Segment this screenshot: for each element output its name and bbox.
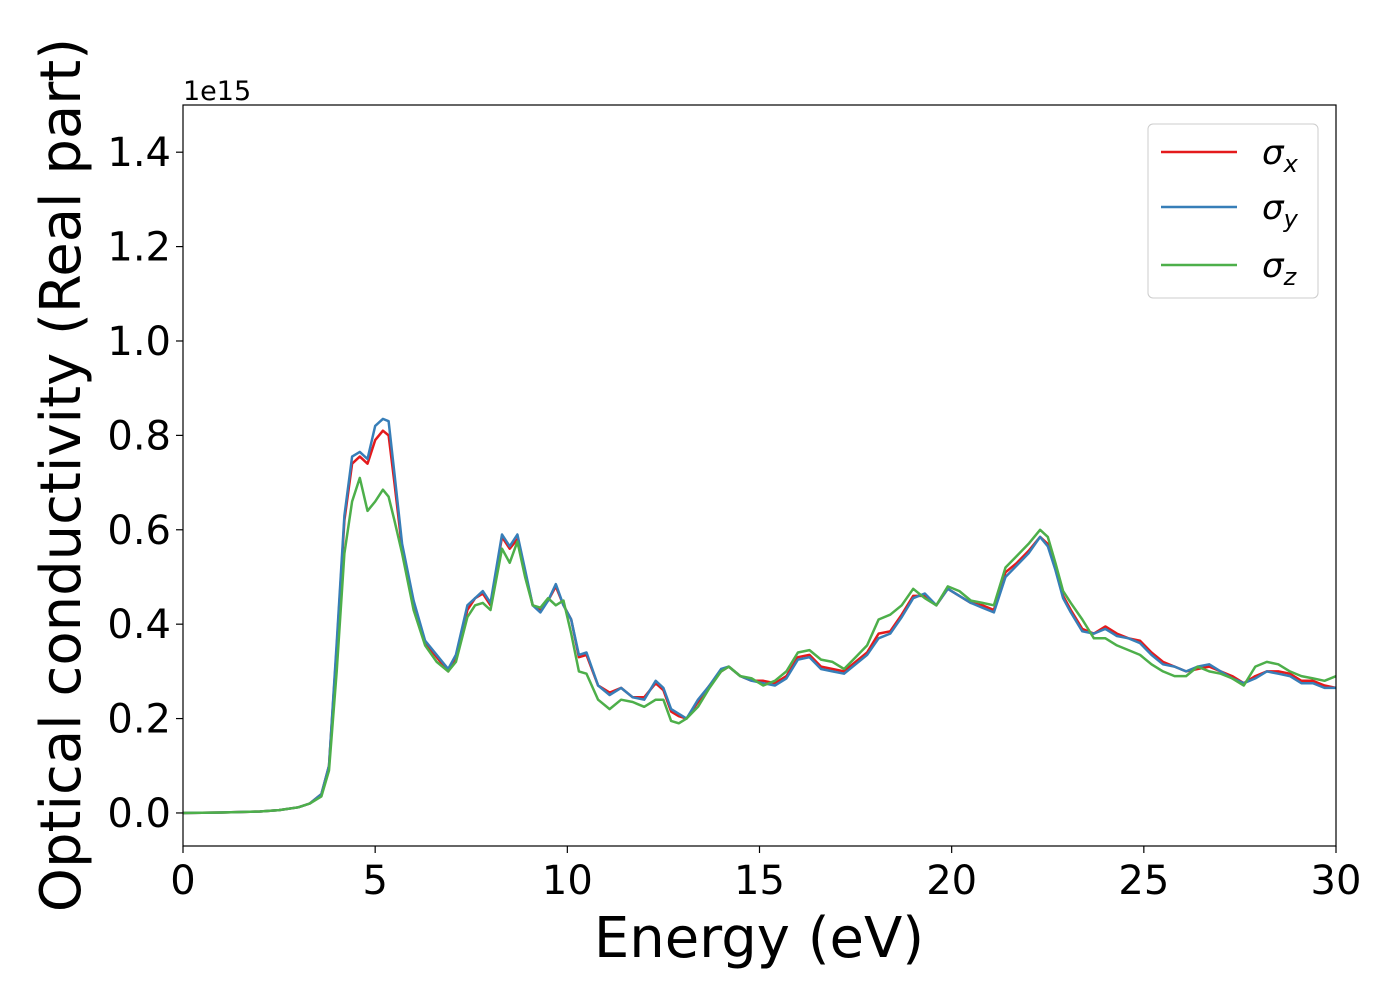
x-tick-label: 15 <box>734 858 785 904</box>
plot-area <box>183 105 1336 846</box>
legend-label: σz <box>1262 246 1298 291</box>
legend-box <box>1147 123 1319 299</box>
legend-entry: σy <box>1161 188 1299 233</box>
y-tick-label: 0.8 <box>107 413 171 459</box>
y-tick-label: 0.2 <box>107 697 171 743</box>
x-axis: 0 5 10 15 20 25 30 <box>170 846 1361 904</box>
y-axis-label: Optical conductivity (Real part) <box>29 38 94 912</box>
series-line-sigma-z <box>183 476 1336 815</box>
y-tick-label: 1.4 <box>107 130 171 176</box>
legend-label: σy <box>1262 188 1299 233</box>
y-tick-label: 1.0 <box>107 319 171 365</box>
legend: σx σy σz <box>1147 123 1319 299</box>
x-tick-label: 10 <box>542 858 593 904</box>
x-tick-label: 20 <box>926 858 977 904</box>
series-layer <box>183 417 1336 815</box>
x-axis-label: Energy (eV) <box>594 906 924 971</box>
legend-entry: σz <box>1161 246 1298 291</box>
legend-label: σx <box>1262 133 1299 178</box>
y-tick-label: 0.6 <box>107 508 171 554</box>
offset-text: 1e15 <box>183 76 251 107</box>
plot-background <box>183 105 1336 846</box>
y-tick-label: 1.2 <box>107 225 171 271</box>
y-axis: 0.0 0.2 0.4 0.6 0.8 1.0 1.2 1.4 <box>107 130 183 837</box>
x-tick-label: 5 <box>362 858 387 904</box>
legend-entry: σx <box>1161 133 1299 178</box>
x-tick-label: 30 <box>1311 858 1362 904</box>
plot-frame <box>182 104 1337 847</box>
y-tick-label: 0.4 <box>107 602 171 648</box>
x-tick-label: 25 <box>1118 858 1169 904</box>
y-tick-label: 0.0 <box>107 791 171 837</box>
x-tick-label: 0 <box>170 858 195 904</box>
